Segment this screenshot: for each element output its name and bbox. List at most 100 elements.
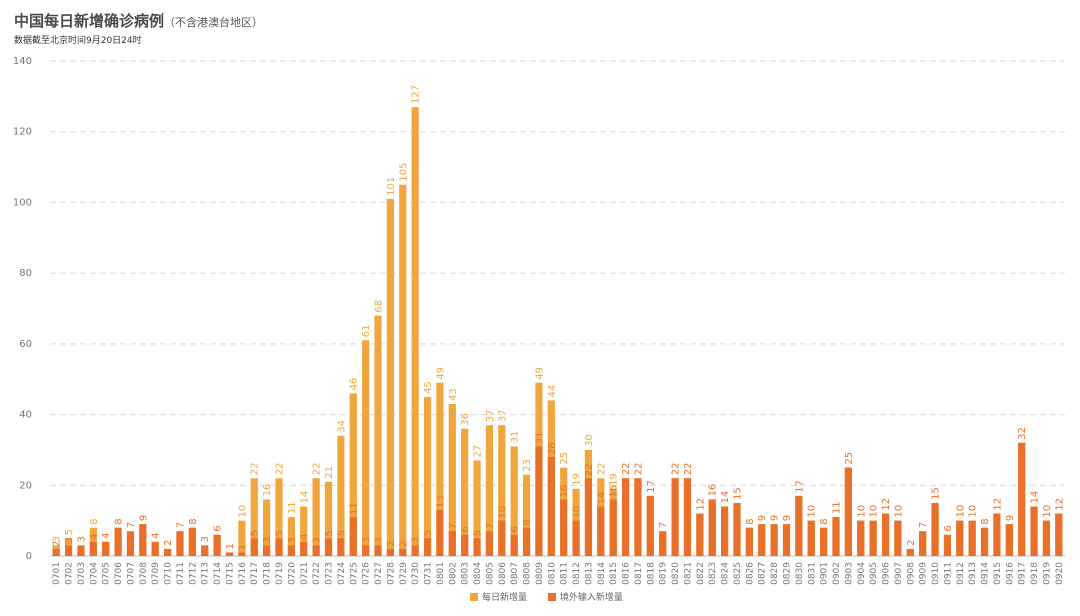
data-label-total: 4	[101, 532, 112, 538]
data-label-total: 4	[151, 532, 162, 538]
data-label-total: 68	[374, 300, 385, 313]
data-label-total: 22	[683, 462, 694, 475]
data-label-total: 16	[262, 484, 273, 497]
bar-imported	[733, 502, 741, 556]
x-tick-label: 0714	[213, 562, 223, 585]
bar-imported	[213, 534, 221, 556]
bar-total	[498, 425, 506, 556]
bar-imported	[151, 541, 159, 556]
x-tick-label: 0810	[547, 562, 557, 585]
x-tick-label: 0823	[708, 562, 718, 585]
data-label-total: 22	[671, 462, 682, 475]
data-label-total: 10	[968, 505, 979, 518]
x-tick-label: 0803	[461, 562, 471, 585]
data-label-total: 14	[1030, 491, 1041, 504]
data-label-total: 25	[844, 452, 855, 465]
bars	[52, 106, 1063, 556]
data-label-imported: 13	[435, 495, 446, 508]
data-label-imported: 1	[237, 544, 248, 550]
x-tick-label: 0909	[919, 562, 929, 585]
data-label-total: 61	[361, 325, 372, 338]
bar-imported	[993, 513, 1001, 556]
y-tick-label: 100	[13, 197, 32, 208]
bar-imported	[337, 538, 345, 556]
data-label-imported: 6	[460, 526, 471, 532]
bar-total	[349, 393, 357, 556]
data-label-total: 9	[770, 515, 781, 521]
data-label-total: 19	[572, 473, 583, 486]
x-tick-label: 0801	[436, 562, 446, 585]
y-tick-label: 0	[26, 551, 32, 562]
data-label-total: 46	[349, 378, 360, 391]
x-tick-label: 0716	[238, 562, 248, 585]
bar-total	[250, 478, 258, 556]
x-tick-label: 0918	[1030, 562, 1040, 585]
data-label-total: 31	[510, 431, 521, 444]
data-label-total: 10	[893, 505, 904, 518]
bar-total	[448, 403, 456, 556]
x-tick-label: 0820	[671, 562, 681, 585]
data-label-total: 14	[299, 491, 310, 504]
bar-imported	[968, 520, 976, 556]
data-label-total: 21	[324, 466, 335, 479]
bar-imported	[572, 520, 580, 556]
x-tick-label: 0722	[312, 562, 322, 585]
bar-imported	[844, 467, 852, 556]
data-label-imported: 22	[584, 463, 595, 476]
x-tick-label: 0808	[523, 562, 533, 585]
x-tick-label: 0822	[696, 562, 706, 585]
data-label-total: 2	[906, 540, 917, 546]
data-label-total: 22	[274, 462, 285, 475]
data-label-total: 7	[175, 522, 186, 528]
legend-label-total: 每日新增量	[482, 593, 528, 603]
bar-imported	[721, 506, 729, 556]
x-tick-label: 0916	[1005, 562, 1015, 585]
data-label-total: 9	[782, 515, 793, 521]
x-tick-label: 0702	[65, 562, 75, 585]
x-tick-label: 0705	[102, 562, 112, 585]
data-label-imported: 4	[299, 533, 310, 539]
y-tick-label: 60	[19, 339, 32, 350]
data-label-total: 36	[460, 413, 471, 426]
data-label-total: 8	[114, 518, 125, 524]
data-label-total: 34	[336, 420, 347, 433]
bar-imported	[238, 552, 246, 556]
bar-imported	[225, 552, 234, 556]
bar-imported	[423, 538, 432, 556]
bar-imported	[820, 527, 828, 556]
data-label-imported: 28	[547, 442, 558, 455]
bar-imported	[1055, 513, 1063, 556]
bar-imported	[609, 499, 617, 556]
data-label-total: 12	[992, 498, 1003, 511]
x-tick-label: 0902	[832, 562, 842, 585]
data-label-total: 15	[931, 487, 942, 500]
legend-item-imported: 境外输入新增量	[547, 590, 623, 603]
x-tick-label: 0707	[126, 562, 136, 585]
x-tick-label: 0903	[844, 562, 854, 585]
x-tick-label: 0725	[349, 562, 359, 585]
data-label-total: 22	[621, 462, 632, 475]
data-label-total: 10	[856, 505, 867, 518]
x-tick-label: 0904	[857, 562, 867, 585]
data-label-total: 19	[609, 473, 620, 486]
bar-imported	[126, 531, 135, 556]
legend-item-total: 每日新增量	[470, 590, 527, 603]
x-tick-label: 0806	[498, 562, 508, 585]
x-tick-label: 0703	[77, 562, 87, 585]
bar-imported	[671, 478, 679, 556]
data-label-imported: 3	[361, 537, 372, 543]
x-tick-label: 0819	[659, 562, 669, 585]
data-label-imported: 5	[336, 530, 347, 536]
x-tick-label: 0720	[287, 562, 297, 585]
data-label-total: 37	[485, 409, 496, 422]
data-label-imported: 5	[324, 530, 335, 536]
data-label-imported: 11	[349, 502, 360, 515]
x-tick-label: 0815	[609, 562, 619, 585]
x-tick-label: 0914	[981, 562, 991, 585]
bar-imported	[485, 531, 494, 556]
x-tick-label: 0712	[188, 562, 198, 585]
x-tick-label: 0830	[795, 562, 805, 585]
bar-total	[411, 106, 419, 556]
data-label-total: 10	[807, 505, 818, 518]
bar-imported	[473, 538, 481, 556]
